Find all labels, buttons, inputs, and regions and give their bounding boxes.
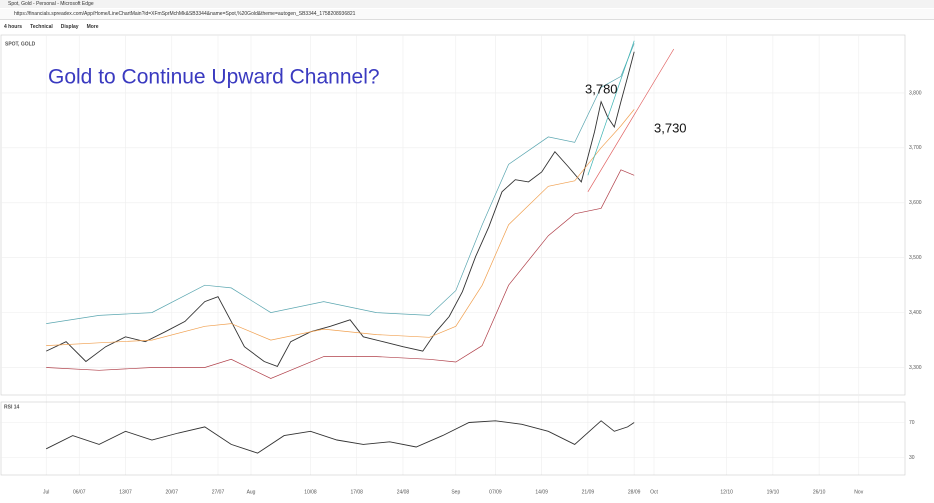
toolbar-button[interactable]: Technical (30, 24, 53, 30)
y-tick-label: 3,800 (909, 90, 922, 96)
panel-border (0, 34, 906, 396)
x-tick-label: 24/08 (397, 489, 410, 495)
title-bar: Spot, Gold - Personal - Microsoft Edge (0, 0, 934, 8)
toolbar-button[interactable]: More (86, 24, 99, 30)
toolbar-button[interactable]: 4 hours (4, 24, 23, 30)
series-line (46, 109, 635, 346)
y-tick-label: 3,600 (909, 200, 922, 206)
x-tick-label: 19/10 (767, 489, 780, 495)
series-line (587, 40, 635, 176)
x-tick-label: 13/07 (119, 489, 132, 495)
x-tick-label: 21/09 (582, 489, 595, 495)
y-tick-label: 3,700 (909, 145, 922, 151)
window-title: Spot, Gold - Personal - Microsoft Edge (8, 1, 94, 7)
y-tick-label: 3,300 (909, 365, 922, 371)
x-tick-label: 17/08 (350, 489, 363, 495)
series-line (45, 420, 635, 454)
x-tick-label: 06/07 (73, 489, 86, 495)
series-line (587, 48, 675, 192)
x-tick-label: Oct (650, 489, 658, 495)
x-tick-label: Nov (854, 489, 863, 495)
x-tick-label: 27/07 (212, 489, 225, 495)
annotation: 3,730 (654, 120, 687, 135)
address-bar[interactable]: https://financials.spreadex.com/App/Home… (0, 9, 934, 20)
url: https://financials.spreadex.com/App/Home… (14, 11, 356, 17)
y-tick-label: 70 (909, 420, 915, 426)
series-line (46, 169, 635, 379)
series-line (46, 51, 635, 367)
toolbar-button[interactable]: Display (60, 24, 79, 30)
series-line (46, 43, 635, 324)
y-tick-label: 3,400 (909, 310, 922, 316)
x-tick-label: 12/10 (720, 489, 733, 495)
y-tick-label: 30 (909, 455, 915, 461)
x-tick-label: 14/09 (535, 489, 548, 495)
indicator-label: RSI 14 (4, 404, 20, 410)
toolbar: 4 hours Technical Display More (0, 22, 934, 33)
x-tick-label: 26/10 (813, 489, 826, 495)
x-tick-label: 10/08 (304, 489, 317, 495)
x-tick-label: 28/09 (628, 489, 641, 495)
annotation: 3,780 (585, 81, 618, 96)
headline: Gold to Continue Upward Channel? (48, 66, 380, 89)
x-tick-label: 20/07 (165, 489, 178, 495)
y-tick-label: 3,500 (909, 255, 922, 261)
x-tick-label: Jul (43, 489, 49, 495)
symbol-label: SPOT, GOLD (5, 41, 36, 47)
x-tick-label: Sep (451, 489, 460, 495)
panel-border (0, 401, 906, 476)
x-tick-label: 07/09 (489, 489, 502, 495)
x-tick-label: Aug (247, 489, 256, 495)
